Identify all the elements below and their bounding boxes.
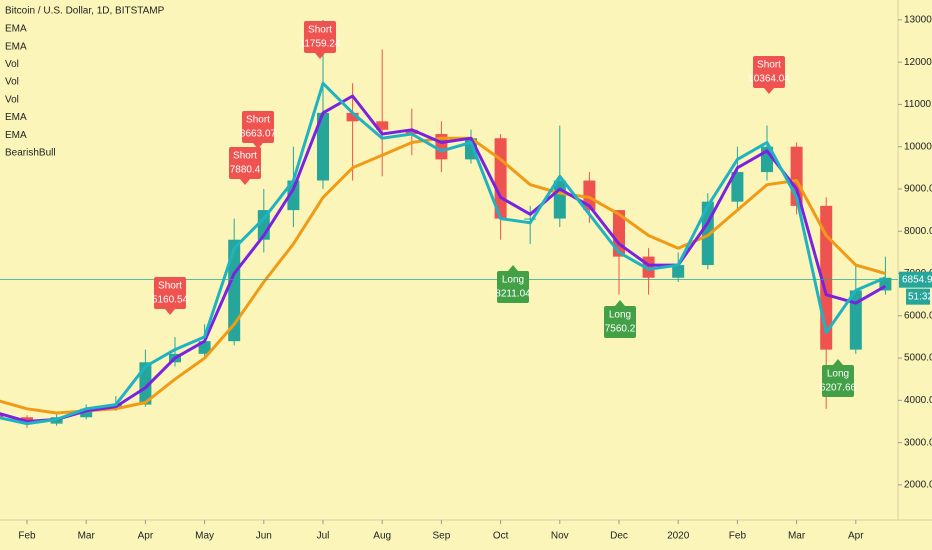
y-tick-label: 4000.00	[904, 395, 932, 406]
signal-text: Short	[757, 60, 781, 71]
indicator-label: Vol	[5, 59, 19, 70]
signal-text: Long	[827, 369, 849, 380]
signal-value: 7880.4	[230, 165, 261, 176]
signal-text: Short	[233, 151, 257, 162]
signal-box	[242, 111, 274, 143]
ema-line	[0, 81, 886, 426]
signal-box	[753, 56, 785, 88]
chart-title: Bitcoin / U.S. Dollar, 1D, BITSTAMP	[5, 6, 165, 17]
indicator-label: EMA	[5, 41, 27, 52]
candle-body	[524, 218, 537, 220]
candle-body	[287, 180, 300, 211]
y-tick-label: 11000.00	[904, 99, 932, 110]
signal-pointer	[240, 179, 250, 185]
x-tick-label: Nov	[551, 531, 569, 542]
candle-body	[80, 408, 93, 418]
y-tick-label: 13000.00	[904, 15, 932, 26]
candle-body	[317, 112, 329, 181]
signal-value: 6207.66	[820, 383, 857, 394]
x-tick-label: May	[195, 531, 214, 542]
candle-body	[346, 112, 359, 122]
indicator-label: EMA	[5, 112, 27, 123]
candle-body	[849, 290, 862, 350]
candle-body	[405, 129, 418, 135]
indicator-label: EMA	[5, 24, 27, 35]
ema-line	[0, 136, 886, 415]
signal-text: Short	[246, 115, 270, 126]
y-tick-label: 12000.00	[904, 57, 932, 68]
candle-body	[376, 121, 389, 130]
indicator-label: EMA	[5, 130, 27, 141]
x-tick-label: Sep	[433, 531, 451, 542]
indicator-label: Vol	[5, 94, 19, 105]
y-tick-label: 3000.00	[904, 437, 932, 448]
x-tick-label: Apr	[848, 531, 864, 542]
x-tick-label: Mar	[78, 531, 96, 542]
signal-text: Long	[502, 275, 524, 286]
x-tick-label: 2020	[667, 531, 690, 542]
signal-pointer	[508, 265, 518, 271]
signal-text: Short	[158, 281, 182, 292]
ema-line	[0, 94, 887, 423]
signal-pointer	[315, 53, 325, 59]
countdown-box	[906, 288, 930, 305]
signal-box	[604, 306, 636, 338]
signal-text: Long	[609, 310, 631, 321]
signal-box	[229, 147, 261, 179]
signal-box	[304, 21, 336, 53]
y-tick-label: 8000.00	[904, 226, 932, 237]
signal-box	[154, 277, 186, 309]
x-tick-label: Feb	[729, 531, 747, 542]
signal-pointer	[253, 143, 263, 149]
signal-pointer	[833, 359, 843, 365]
countdown: 51:32	[908, 291, 932, 302]
x-tick-label: Apr	[138, 531, 154, 542]
signal-box	[497, 271, 529, 303]
signal-value: 8663.07	[240, 129, 277, 140]
candle-body	[731, 172, 744, 202]
indicator-label: BearishBull	[5, 148, 56, 159]
candle-body	[672, 265, 685, 278]
x-tick-label: Jul	[317, 531, 330, 542]
signal-text: Short	[308, 25, 332, 36]
signal-value: 5160.54	[152, 295, 189, 306]
x-tick-label: Dec	[610, 531, 628, 542]
signal-value: 10364.04	[748, 74, 790, 85]
x-tick-label: Mar	[788, 531, 806, 542]
candle-body	[228, 239, 241, 342]
candle-body	[139, 362, 152, 405]
candle-body	[553, 180, 566, 219]
signal-value: 8211.04	[495, 289, 531, 300]
last-price-box	[899, 271, 932, 288]
x-tick-label: Jun	[256, 531, 272, 542]
y-tick-label: 9000.00	[904, 184, 932, 195]
last-price-label: 6854.98	[902, 274, 932, 285]
y-tick-label: 5000.00	[904, 353, 932, 364]
signal-box	[822, 365, 854, 397]
y-tick-label: 6000.00	[904, 310, 932, 321]
signal-pointer	[615, 300, 625, 306]
x-tick-label: Aug	[373, 531, 391, 542]
signal-pointer	[764, 88, 774, 94]
signal-value: 11759.24	[300, 39, 341, 50]
x-tick-label: Oct	[493, 531, 509, 542]
indicator-label: Vol	[5, 77, 19, 88]
signal-pointer	[165, 309, 175, 315]
x-tick-label: Feb	[18, 531, 36, 542]
y-tick-label: 10000.00	[904, 141, 932, 152]
y-tick-label: 2000.00	[904, 480, 932, 491]
signal-value: 7560.2	[605, 324, 636, 335]
